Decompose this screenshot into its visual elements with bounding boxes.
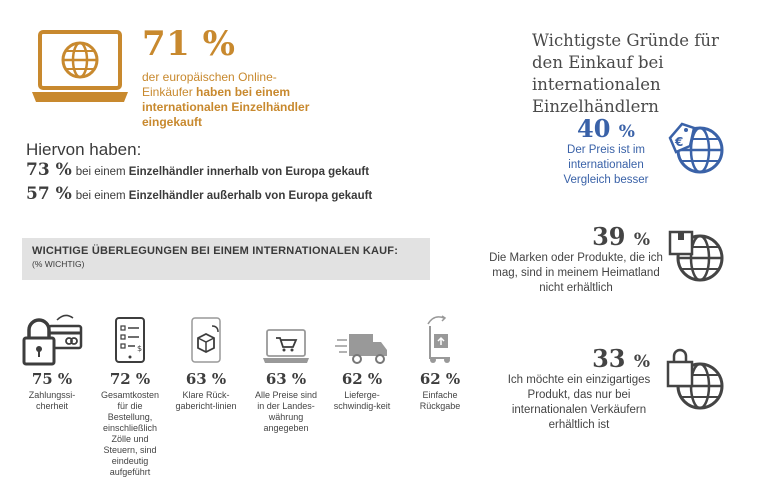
reason-percent-sign: %	[618, 122, 635, 142]
globe-shopping-bag-icon	[666, 348, 724, 410]
consideration-percent: 63 %	[185, 370, 227, 388]
banner-subtitle: (% WICHTIG)	[32, 259, 85, 269]
consideration-percent: 72 %	[109, 370, 151, 388]
reason-label: Ich möchte ein einzigartiges Produkt, da…	[507, 374, 651, 431]
consideration-local-currency: 63 % Alle Preise sind in der Landes-währ…	[252, 310, 320, 434]
consideration-label: Einfache Rückgabe	[419, 390, 461, 411]
stat-bold: Einzelhändler innerhalb von Europa gekau…	[128, 166, 370, 178]
globe-price-tag-icon: €	[668, 122, 724, 174]
tablet-checklist-icon: $	[115, 317, 145, 363]
reason-num: 33	[592, 344, 626, 373]
consideration-percent: 62 %	[419, 370, 461, 388]
globe-box-icon	[668, 230, 724, 282]
consideration-label: Zahlungssi-cherheit	[28, 390, 76, 411]
consideration-percent: 63 %	[265, 370, 307, 388]
headline-description: der europäischen Online-Einkäufer haben …	[142, 70, 327, 130]
consideration-label: Alle Preise sind in der Landes-währung a…	[254, 390, 318, 433]
consideration-easy-return: 62 % Einfache Rückgabe	[406, 310, 474, 412]
reason-label: Die Marken oder Produkte, die ich mag, s…	[489, 252, 663, 294]
reason-brands-unavailable: 39 % Die Marken oder Produkte, die ich m…	[488, 222, 664, 296]
reasons-title: Wichtigste Gründe für den Einkauf bei in…	[532, 31, 719, 116]
consideration-percent: 62 %	[341, 370, 383, 388]
reason-percent: 39 %	[488, 222, 664, 251]
delivery-truck-icon	[335, 334, 387, 364]
reason-better-price: 40 % Der Preis ist im internationalen Ve…	[546, 114, 666, 188]
considerations-banner: WICHTIGE ÜBERLEGUNGEN BEI EINEM INTERNAT…	[22, 238, 430, 280]
headline-desc-plain: der europäischen Online-Einkäufer	[142, 70, 277, 99]
reason-num: 40	[577, 114, 611, 143]
consideration-delivery-speed: 62 % Lieferge-schwindig-keit	[328, 310, 396, 412]
hand-truck-icon	[427, 315, 450, 363]
reason-percent-sign: %	[633, 352, 650, 372]
stat-num: 57 %	[26, 184, 72, 204]
reason-percent: 33 %	[494, 344, 664, 373]
stat-num: 73 %	[26, 160, 72, 180]
stat-bold: Einzelhändler außerhalb von Europa gekau…	[128, 190, 373, 202]
consideration-label: Gesamtkosten für die Bestellung, einschl…	[100, 390, 160, 477]
svg-text:€: €	[674, 135, 683, 149]
padlock-card-icon	[22, 314, 83, 366]
svg-text:$: $	[137, 344, 142, 353]
box-return-icon	[191, 317, 221, 363]
consideration-return-policy: 63 % Klare Rück-gabericht-linien	[172, 310, 240, 412]
laptop-globe-icon	[32, 30, 128, 102]
headline-percent: 71 %	[142, 24, 236, 64]
subset-intro: Hiervon haben:	[26, 140, 142, 159]
consideration-total-cost: $ 72 % Gesamtkosten für die Bestellung, …	[96, 310, 164, 478]
stat-row-within-europe: 73 % bei einem Einzelhändler innerhalb vo…	[26, 160, 369, 180]
consideration-label: Lieferge-schwindig-keit	[333, 390, 391, 411]
consideration-label: Klare Rück-gabericht-linien	[175, 390, 237, 411]
reason-num: 39	[592, 222, 626, 251]
stat-row-outside-europe: 57 % bei einem Einzelhändler außerhalb vo…	[26, 184, 372, 204]
stat-plain: bei einem	[75, 166, 129, 178]
reason-percent-sign: %	[633, 230, 650, 250]
reason-label: Der Preis ist im internationalen Verglei…	[563, 144, 649, 186]
consideration-payment-security: 75 % Zahlungssi-cherheit	[18, 310, 86, 412]
banner-title: WICHTIGE ÜBERLEGUNGEN BEI EINEM INTERNAT…	[32, 245, 399, 257]
reason-percent: 40 %	[546, 114, 666, 143]
laptop-cart-icon	[263, 329, 309, 363]
reason-unique-product: 33 % Ich möchte ein einzigartiges Produk…	[494, 344, 664, 433]
consideration-percent: 75 %	[31, 370, 73, 388]
stat-plain: bei einem	[75, 190, 129, 202]
headline-desc-bold: haben bei einem internationalen Einzelhä…	[142, 85, 310, 129]
